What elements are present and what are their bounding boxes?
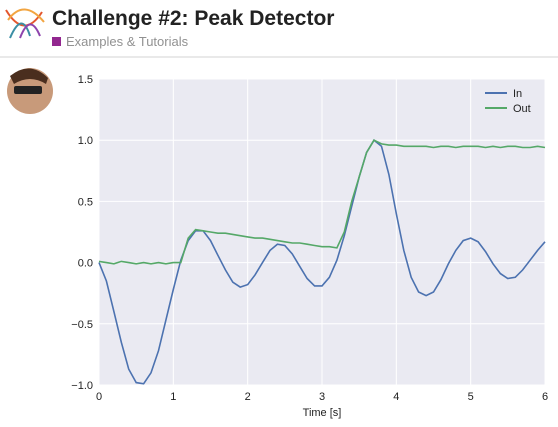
y-tick-label: 0.0 bbox=[78, 258, 93, 270]
x-tick-label: 4 bbox=[393, 391, 399, 403]
x-tick-label: 1 bbox=[170, 391, 176, 403]
logo bbox=[5, 8, 45, 39]
x-axis-label: Time [s] bbox=[303, 407, 342, 419]
category-link[interactable]: Examples & Tutorials bbox=[66, 34, 189, 49]
series-line bbox=[98, 138, 546, 385]
y-tick-label: −0.5 bbox=[71, 319, 93, 331]
avatar[interactable] bbox=[7, 68, 53, 114]
topic-title: Challenge #2: Peak Detector bbox=[52, 7, 334, 30]
y-tick-label: −1.0 bbox=[71, 380, 93, 392]
y-tick-label: 1.0 bbox=[78, 135, 93, 147]
x-tick-label: 3 bbox=[319, 391, 325, 403]
legend-label: Out bbox=[513, 103, 531, 115]
x-tick-label: 5 bbox=[468, 391, 474, 403]
x-tick-label: 6 bbox=[542, 391, 548, 403]
series-line bbox=[98, 139, 546, 265]
x-tick-label: 0 bbox=[96, 391, 102, 403]
x-tick-label: 2 bbox=[245, 391, 251, 403]
legend-label: In bbox=[513, 88, 522, 100]
y-tick-label: 0.5 bbox=[78, 196, 93, 208]
category-badge bbox=[52, 37, 61, 46]
y-tick-label: 1.5 bbox=[78, 74, 93, 86]
header-divider bbox=[0, 56, 558, 58]
